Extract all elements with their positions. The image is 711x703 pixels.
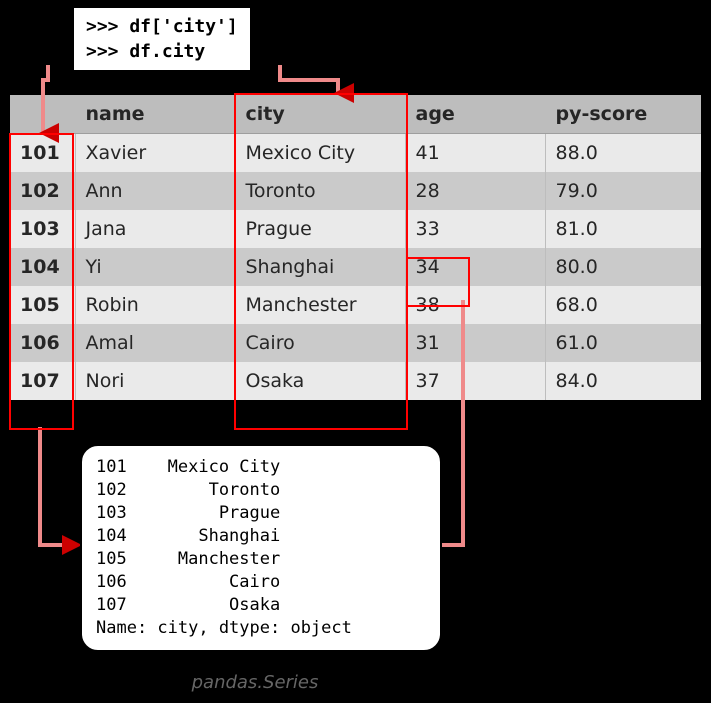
cell-city: Toronto bbox=[235, 172, 405, 210]
row-index: 101 bbox=[10, 134, 75, 173]
table-row: 102AnnToronto2879.0 bbox=[10, 172, 701, 210]
table-row: 101XavierMexico City4188.0 bbox=[10, 134, 701, 173]
cell-age: 34 bbox=[405, 248, 545, 286]
row-index: 102 bbox=[10, 172, 75, 210]
cell-city: Mexico City bbox=[235, 134, 405, 173]
row-index: 107 bbox=[10, 362, 75, 400]
cell-city: Prague bbox=[235, 210, 405, 248]
cell-score: 88.0 bbox=[545, 134, 701, 173]
code-line-1: >>> df['city'] bbox=[86, 14, 238, 39]
cell-age: 31 bbox=[405, 324, 545, 362]
col-header-pyscore: py-score bbox=[545, 95, 701, 134]
cell-score: 80.0 bbox=[545, 248, 701, 286]
cell-city: Osaka bbox=[235, 362, 405, 400]
table-row: 104YiShanghai3480.0 bbox=[10, 248, 701, 286]
cell-name: Ann bbox=[75, 172, 235, 210]
cell-city: Shanghai bbox=[235, 248, 405, 286]
cell-name: Xavier bbox=[75, 134, 235, 173]
dataframe-table: name city age py-score 101XavierMexico C… bbox=[10, 95, 701, 400]
row-index: 104 bbox=[10, 248, 75, 286]
cell-city: Cairo bbox=[235, 324, 405, 362]
row-index: 105 bbox=[10, 286, 75, 324]
table-row: 105RobinManchester3868.0 bbox=[10, 286, 701, 324]
cell-age: 33 bbox=[405, 210, 545, 248]
cell-age: 38 bbox=[405, 286, 545, 324]
cell-city: Manchester bbox=[235, 286, 405, 324]
cell-score: 84.0 bbox=[545, 362, 701, 400]
code-snippet-box: >>> df['city'] >>> df.city bbox=[72, 6, 252, 72]
col-header-age: age bbox=[405, 95, 545, 134]
table-header-row: name city age py-score bbox=[10, 95, 701, 134]
cell-age: 41 bbox=[405, 134, 545, 173]
cell-age: 28 bbox=[405, 172, 545, 210]
row-index: 106 bbox=[10, 324, 75, 362]
col-header-index bbox=[10, 95, 75, 134]
col-header-city: city bbox=[235, 95, 405, 134]
dataframe-table-wrap: name city age py-score 101XavierMexico C… bbox=[10, 95, 701, 400]
series-caption: pandas.Series bbox=[155, 672, 355, 693]
series-output-box: 101 Mexico City 102 Toronto 103 Prague 1… bbox=[80, 444, 442, 652]
cell-score: 61.0 bbox=[545, 324, 701, 362]
cell-name: Jana bbox=[75, 210, 235, 248]
cell-name: Yi bbox=[75, 248, 235, 286]
table-row: 103JanaPrague3381.0 bbox=[10, 210, 701, 248]
cell-score: 79.0 bbox=[545, 172, 701, 210]
cell-score: 81.0 bbox=[545, 210, 701, 248]
cell-name: Robin bbox=[75, 286, 235, 324]
cell-score: 68.0 bbox=[545, 286, 701, 324]
table-row: 107NoriOsaka3784.0 bbox=[10, 362, 701, 400]
table-row: 106AmalCairo3161.0 bbox=[10, 324, 701, 362]
cell-age: 37 bbox=[405, 362, 545, 400]
code-line-2: >>> df.city bbox=[86, 39, 238, 64]
row-index: 103 bbox=[10, 210, 75, 248]
col-header-name: name bbox=[75, 95, 235, 134]
cell-name: Nori bbox=[75, 362, 235, 400]
cell-name: Amal bbox=[75, 324, 235, 362]
